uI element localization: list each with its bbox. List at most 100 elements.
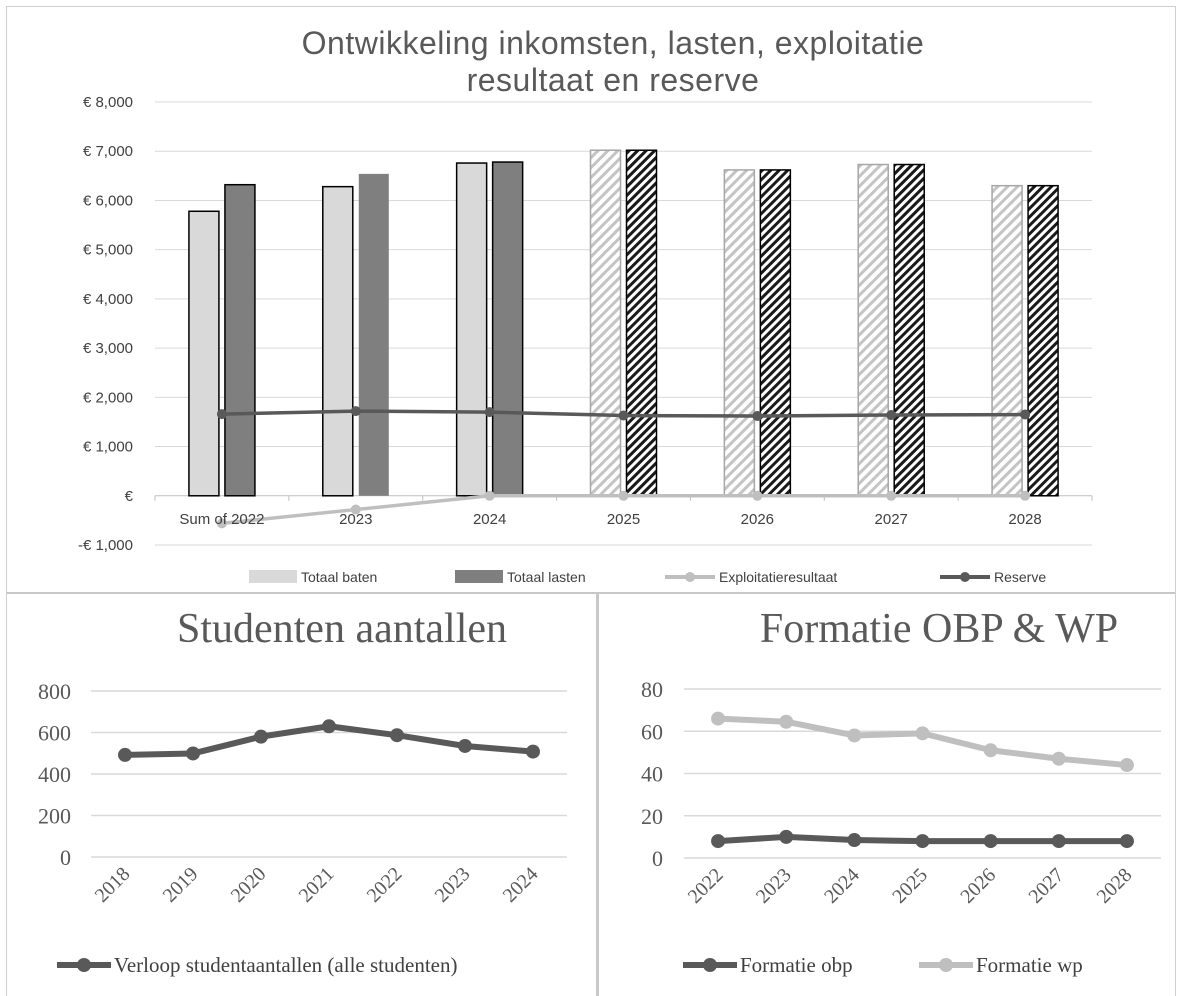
y-tick-label: € 3,000 [83,340,133,357]
bar-totaal-baten [991,184,1023,497]
series-point [458,738,472,753]
bar-totaal-lasten [759,169,792,497]
bar-totaal-baten [723,169,756,497]
y-tick-label: 200 [38,804,71,829]
y-tick-label: 800 [38,679,71,704]
series-point [711,834,726,849]
x-tick-label: Sum of 2022 [179,511,264,528]
series-point [983,743,998,758]
bar-totaal-baten [857,163,889,497]
legend-marker [703,958,717,972]
x-tick-label: 2025 [607,511,640,528]
chart-title-line: resultaat en reserve [467,62,760,98]
x-tick-label: 2023 [752,864,796,908]
chart-students-panel: Studenten aantallen 0 200 400 600 800 2018 2019… [6,592,596,996]
chart-formation-panel: Formatie OBP & WP 0 20 40 60 80 2022 2023 2024 20… [596,592,1176,996]
y-tick-label: € 6,000 [83,192,133,209]
x-tick-label: 2024 [499,863,543,907]
series-point [847,833,862,848]
x-tick-label: 2028 [1008,511,1041,528]
legend-marker-reserve [960,572,970,582]
panel-divider [6,592,1176,594]
y-tick-label: 60 [641,719,663,744]
y-tick-label: € 1,000 [83,439,133,456]
y-tick-label: 20 [641,804,663,829]
point-exploitatieresultaat [618,490,629,501]
point-exploitatieresultaat [216,518,227,529]
point-reserve [886,410,897,421]
point-exploitatieresultaat [886,490,897,501]
bar-totaal-baten [322,185,354,497]
x-tick-label: 2021 [295,863,339,907]
chart-students: Studenten aantallen 0 200 400 600 800 2018 2019… [38,606,567,977]
x-tick-label: 2025 [888,864,932,908]
bar-totaal-lasten [358,173,389,496]
series-point [526,744,540,759]
bar-totaal-lasten [1027,184,1059,497]
series-point [779,714,794,729]
legend-label: Totaal lasten [507,569,586,585]
x-tick-label: 2027 [1024,864,1068,908]
chart-financial: Ontwikkeling inkomsten, lasten, exploita… [78,25,1093,585]
bar-totaal-lasten [224,183,256,497]
chart-title: Formatie OBP & WP [760,606,1118,652]
x-tick-label: 2026 [741,511,774,528]
y-tick-label: € 5,000 [83,242,133,259]
y-tick-label: € [125,488,134,505]
x-tick-label: 2018 [91,863,135,907]
x-tick-label: 2022 [684,864,728,908]
series-point [1051,751,1066,766]
y-tick-label: € 7,000 [83,143,133,160]
chart-title: Studenten aantallen [177,606,507,652]
legend-swatch-totaal-baten [249,570,297,583]
y-tick-label: € 4,000 [83,291,133,308]
x-tick-label: 2019 [159,863,203,907]
legend-label: Formatie obp [740,953,853,977]
x-tick-label: 2023 [431,863,475,907]
point-reserve [618,410,629,421]
point-reserve [752,411,763,422]
y-tick-label: € 8,000 [83,94,133,111]
bar-totaal-lasten [893,163,925,497]
y-tick-label: 400 [38,762,71,787]
y-tick-label: 0 [652,846,663,871]
x-tick-label: 2024 [820,864,864,908]
series-point [711,711,726,726]
series-point [118,747,132,762]
chart-title-line: Ontwikkeling inkomsten, lasten, exploita… [302,25,925,61]
bar-totaal-lasten [625,149,658,497]
series-point [915,834,930,849]
legend-marker [939,958,953,972]
series-point [1119,758,1134,773]
legend-label: Verloop studentaantallen (alle studenten… [114,953,457,977]
y-tick-label: 80 [641,677,663,702]
x-tick-label: 2028 [1093,864,1137,908]
legend-swatch-totaal-lasten [455,570,503,583]
point-reserve [216,409,227,420]
series-point [254,729,268,744]
y-tick-label: € 2,000 [83,389,133,406]
x-tick-label: 2023 [339,511,372,528]
x-tick-label: 2024 [473,511,506,528]
x-tick-label: 2026 [956,864,1000,908]
series-point [1119,834,1134,849]
x-tick-label: 2020 [227,863,271,907]
chart-financial-panel: Ontwikkeling inkomsten, lasten, exploita… [6,6,1176,592]
point-exploitatieresultaat [350,504,361,515]
y-tick-label: -€ 1,000 [78,537,133,554]
bar-totaal-baten [455,162,488,497]
legend-label: Totaal baten [301,569,377,585]
series-point [186,746,200,761]
series-point [322,719,336,734]
point-reserve [1020,409,1031,420]
point-exploitatieresultaat [752,490,763,501]
legend-label: Exploitatieresultaat [719,569,837,585]
x-tick-label: 2027 [875,511,908,528]
series-point [779,829,794,844]
legend-marker-exploitatieresultaat [685,572,695,582]
legend-label: Formatie wp [976,953,1083,977]
bar-totaal-baten [188,210,220,497]
bar-totaal-baten [589,149,622,497]
series-point [915,726,930,741]
legend-label: Reserve [994,569,1046,585]
